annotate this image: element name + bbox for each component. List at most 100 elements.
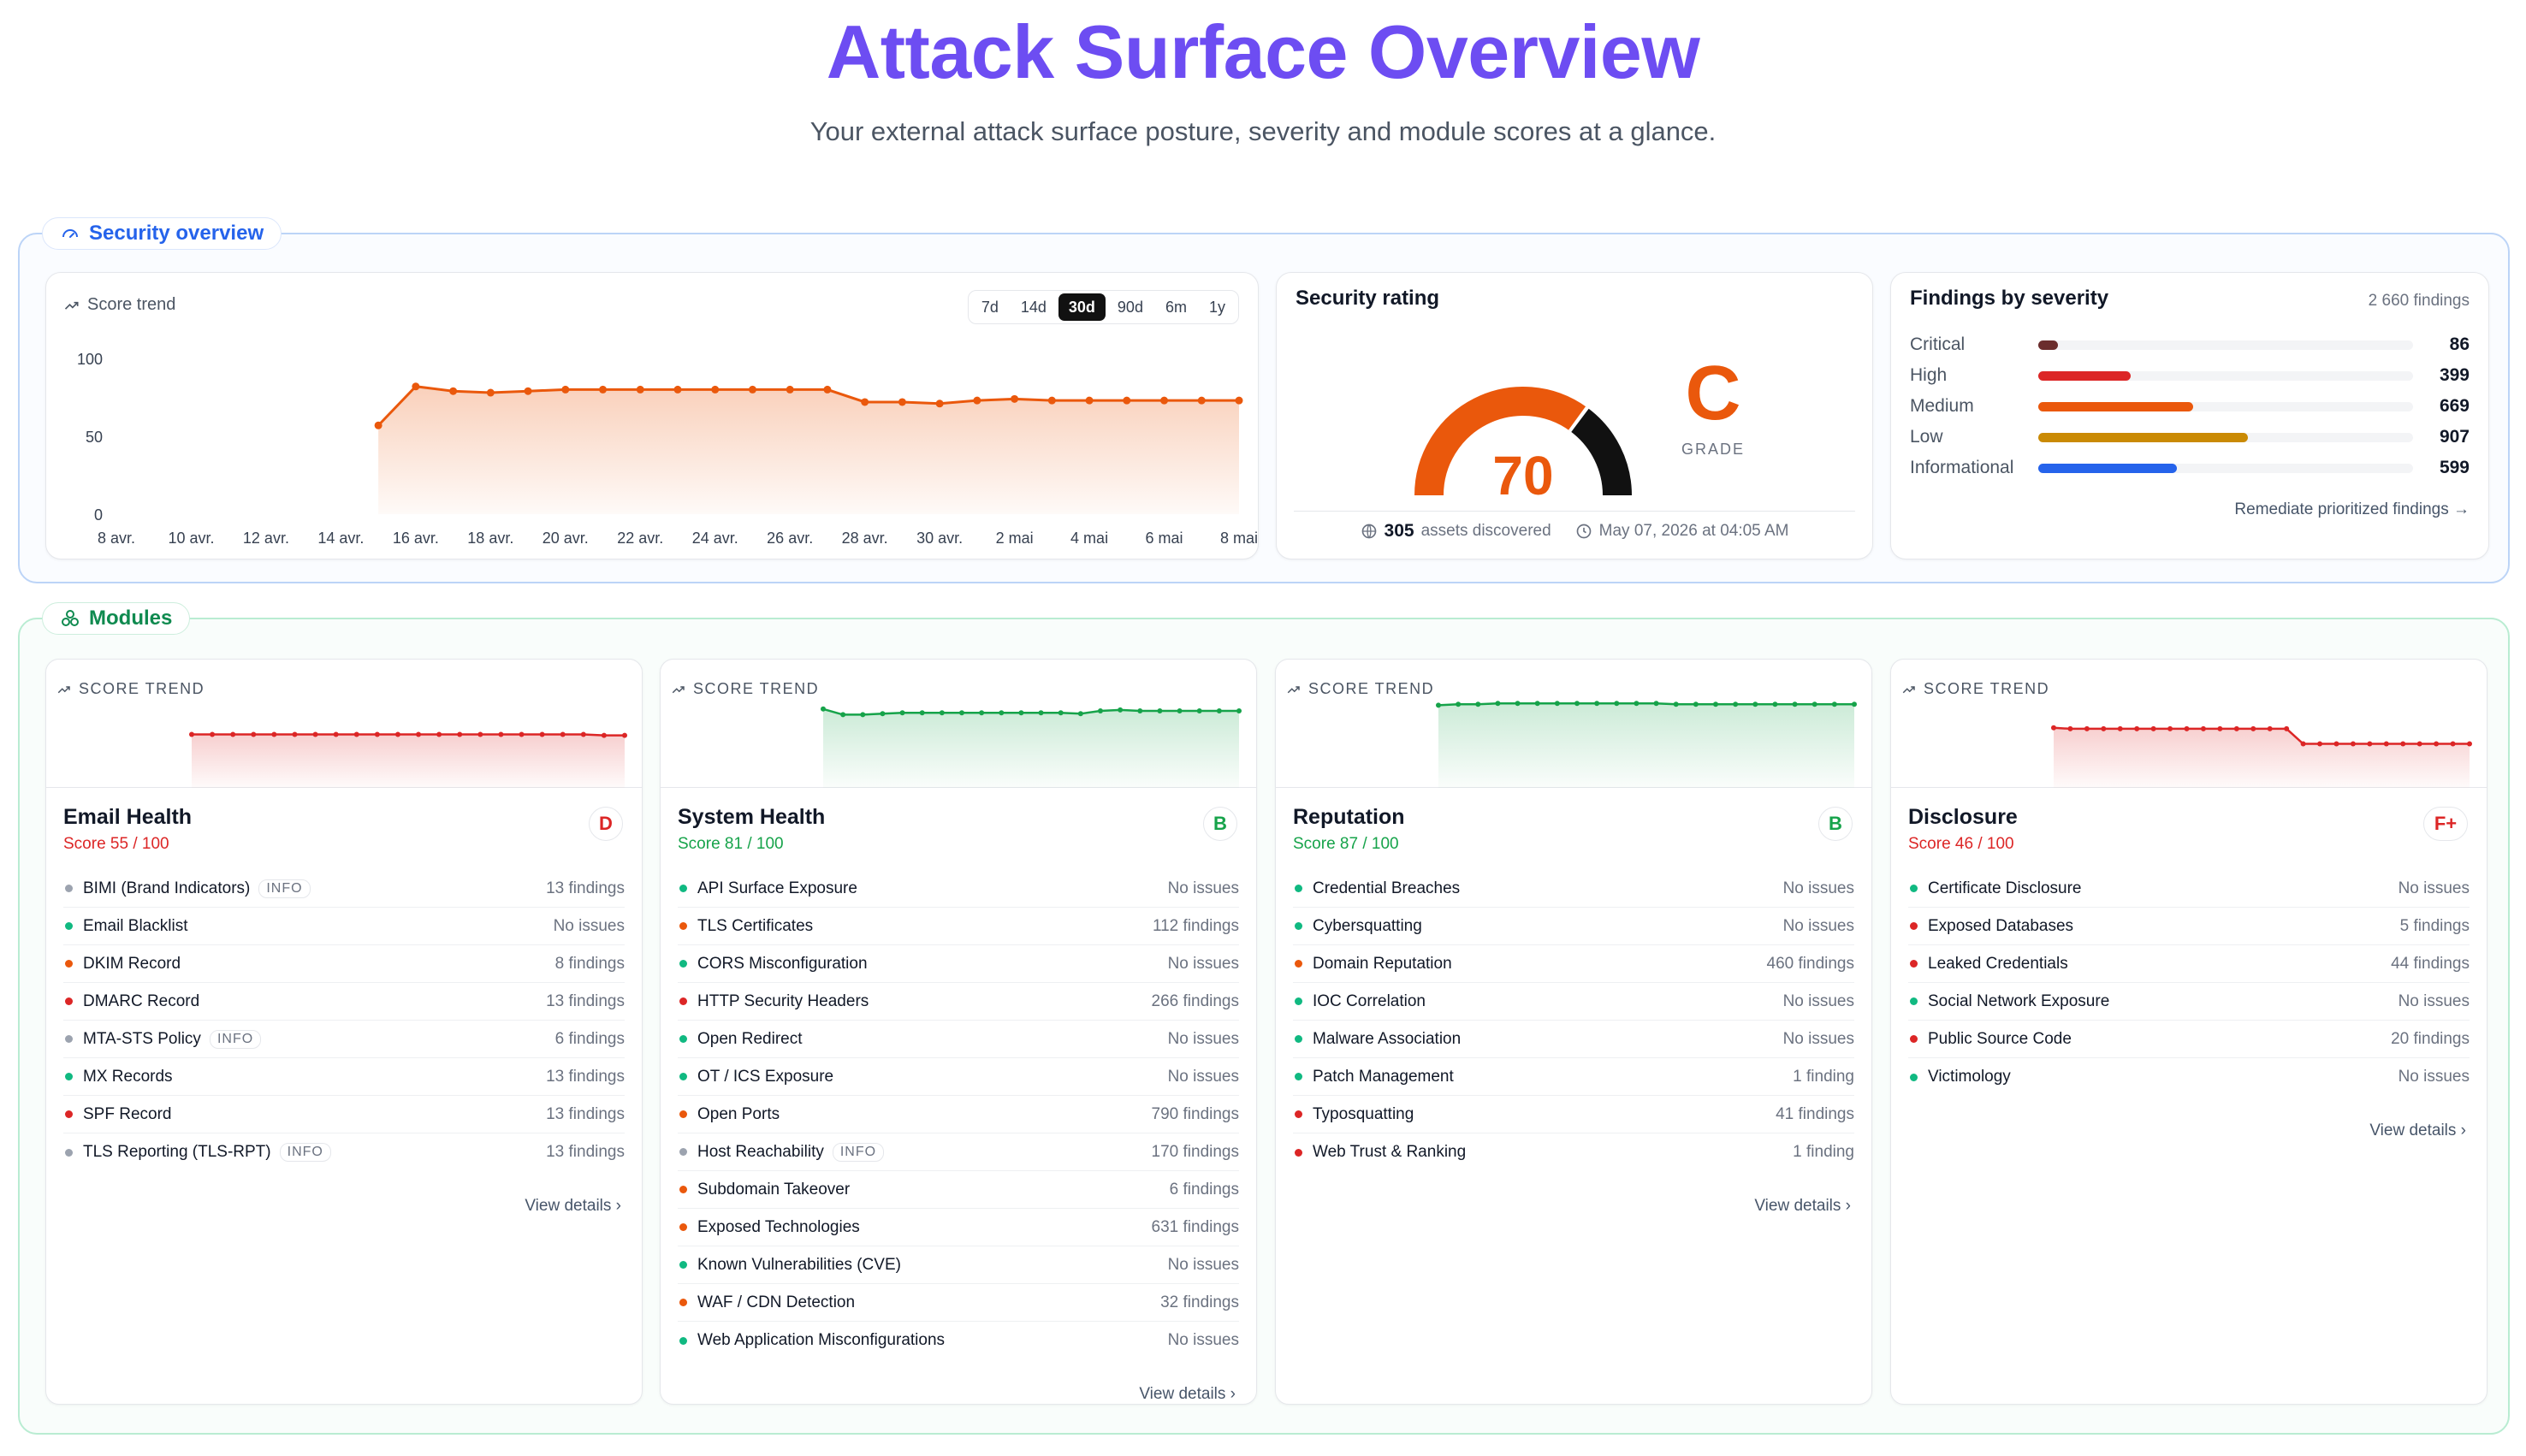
module-trend-point — [1614, 701, 1620, 707]
check-result: No issues — [1167, 1067, 1239, 1086]
module-check-row[interactable]: TLS Reporting (TLS-RPT) INFO 13 findings — [63, 1133, 625, 1171]
module-check-row[interactable]: API Surface Exposure No issues — [678, 870, 1239, 908]
module-check-row[interactable]: SPF Record 13 findings — [63, 1096, 625, 1133]
check-name-text: Public Source Code — [1928, 1029, 2072, 1048]
score-point — [935, 400, 944, 408]
trend-up-icon — [64, 301, 79, 310]
page-subtitle: Your external attack surface posture, se… — [809, 116, 1717, 146]
severity-bar — [2038, 370, 2131, 381]
range-6m-button[interactable]: 6m — [1165, 298, 1187, 316]
module-trend-label: SCORE TREND — [1901, 680, 2049, 698]
module-check-row[interactable]: Email Blacklist No issues — [63, 908, 625, 945]
module-check-row[interactable]: Cybersquatting No issues — [1293, 908, 1854, 945]
module-check-row[interactable]: Patch Management 1 finding — [1293, 1058, 1854, 1096]
module-trend-point — [2051, 725, 2056, 731]
check-name: IOC Correlation — [1313, 992, 1783, 1011]
module-trend-chart — [2051, 725, 2472, 788]
module-check-row[interactable]: Open Ports 790 findings — [678, 1096, 1239, 1133]
module-check-row[interactable]: Credential Breaches No issues — [1293, 870, 1854, 908]
status-dot — [679, 1110, 687, 1118]
module-check-row[interactable]: Public Source Code 20 findings — [1908, 1021, 2470, 1058]
module-trend-line — [192, 733, 625, 737]
module-check-row[interactable]: TLS Certificates 112 findings — [678, 908, 1239, 945]
module-check-row[interactable]: DMARC Record 13 findings — [63, 983, 625, 1021]
module-check-row[interactable]: IOC Correlation No issues — [1293, 983, 1854, 1021]
module-check-row[interactable]: MTA-STS Policy INFO 6 findings — [63, 1021, 625, 1058]
range-90d-button[interactable]: 90d — [1117, 298, 1143, 316]
severity-bar — [2038, 401, 2193, 411]
module-check-row[interactable]: Exposed Technologies 631 findings — [678, 1209, 1239, 1246]
range-14d-button[interactable]: 14d — [1020, 298, 1047, 316]
module-check-row[interactable]: MX Records 13 findings — [63, 1058, 625, 1096]
check-name-text: Typosquatting — [1313, 1104, 1414, 1123]
severity-name: Medium — [1910, 396, 1974, 416]
status-dot — [1295, 1110, 1302, 1118]
range-30d-button[interactable]: 30d — [1058, 293, 1106, 321]
view-details-link[interactable]: View details › — [1754, 1197, 1851, 1215]
score-point — [561, 385, 570, 394]
module-trend-point — [189, 731, 194, 737]
check-result: No issues — [1167, 954, 1239, 973]
module-check-row[interactable]: Domain Reputation 460 findings — [1293, 945, 1854, 983]
check-name-text: HTTP Security Headers — [697, 991, 869, 1010]
module-trend-area-fill — [2054, 727, 2470, 788]
status-dot — [679, 960, 687, 968]
status-dot — [1910, 1073, 1918, 1081]
x-tick-label: 14 avr. — [317, 530, 364, 547]
range-7d-button[interactable]: 7d — [981, 298, 999, 316]
module-check-row[interactable]: Leaked Credentials 44 findings — [1908, 945, 2470, 983]
module-check-row[interactable]: Web Trust & Ranking 1 finding — [1293, 1133, 1854, 1171]
module-trend-area-fill — [823, 708, 1239, 788]
check-name: Public Source Code — [1928, 1030, 2391, 1049]
check-result: 20 findings — [2391, 1029, 2470, 1048]
module-check-row[interactable]: Typosquatting 41 findings — [1293, 1096, 1854, 1133]
severity-count: 907 — [2439, 427, 2470, 447]
x-tick-label: 12 avr. — [243, 530, 289, 547]
range-1y-button[interactable]: 1y — [1208, 298, 1225, 316]
module-check-row[interactable]: Host Reachability INFO 170 findings — [678, 1133, 1239, 1171]
remediate-link[interactable]: Remediate prioritized findings → — [2234, 500, 2470, 518]
severity-count: 669 — [2439, 396, 2470, 416]
module-trend-point — [1811, 701, 1817, 707]
module-trend-point — [2450, 741, 2456, 747]
x-tick-label: 20 avr. — [543, 530, 589, 547]
view-details-link[interactable]: View details › — [1139, 1385, 1236, 1403]
module-card-system-health: SCORE TREND System Health Score 81 / 100 B A… — [660, 659, 1257, 1405]
module-score: Score 55 / 100 — [63, 835, 169, 853]
module-check-row[interactable]: BIMI (Brand Indicators) INFO 13 findings — [63, 870, 625, 908]
module-check-row[interactable]: Social Network Exposure No issues — [1908, 983, 2470, 1021]
module-check-row[interactable]: HTTP Security Headers 266 findings — [678, 983, 1239, 1021]
module-check-row[interactable]: Web Application Misconfigurations No issu… — [678, 1322, 1239, 1359]
module-check-row[interactable]: WAF / CDN Detection 32 findings — [678, 1284, 1239, 1322]
module-check-row[interactable]: Subdomain Takeover 6 findings — [678, 1171, 1239, 1209]
module-check-row[interactable]: Exposed Databases 5 findings — [1908, 908, 2470, 945]
module-trend-point — [498, 731, 504, 737]
rating-footer: 305 assets discovered May 07, 2026 at 04… — [1277, 521, 1872, 542]
module-check-row[interactable]: Known Vulnerabilities (CVE) No issues — [678, 1246, 1239, 1284]
module-check-row[interactable]: Malware Association No issues — [1293, 1021, 1854, 1058]
module-trend-point — [560, 731, 566, 737]
x-tick-label: 8 avr. — [98, 530, 135, 547]
module-check-row[interactable]: OT / ICS Exposure No issues — [678, 1058, 1239, 1096]
module-trend-point — [1733, 701, 1739, 707]
module-trend-point — [1852, 701, 1857, 707]
score-point — [673, 385, 682, 394]
module-trend-line — [1438, 701, 1854, 707]
module-check-row[interactable]: DKIM Record 8 findings — [63, 945, 625, 983]
module-check-row[interactable]: Open Redirect No issues — [678, 1021, 1239, 1058]
module-check-row[interactable]: Certificate Disclosure No issues — [1908, 870, 2470, 908]
findings-severity-card: Findings by severity 2 660 findings Crit… — [1890, 272, 2489, 559]
check-result: No issues — [2398, 991, 2470, 1010]
view-details-link[interactable]: View details › — [2369, 1122, 2466, 1139]
module-check-row[interactable]: CORS Misconfiguration No issues — [678, 945, 1239, 983]
check-name: WAF / CDN Detection — [697, 1293, 1160, 1312]
module-name: Email Health — [63, 805, 193, 829]
check-result: 170 findings — [1151, 1142, 1239, 1161]
module-trend-point — [880, 711, 886, 717]
module-check-row[interactable]: Victimology No issues — [1908, 1058, 2470, 1096]
check-name: Email Blacklist — [83, 917, 554, 936]
view-details-link[interactable]: View details › — [525, 1197, 621, 1215]
module-trend-point — [999, 710, 1005, 716]
x-tick-label: 30 avr. — [916, 530, 963, 547]
info-badge: INFO — [279, 1143, 331, 1162]
